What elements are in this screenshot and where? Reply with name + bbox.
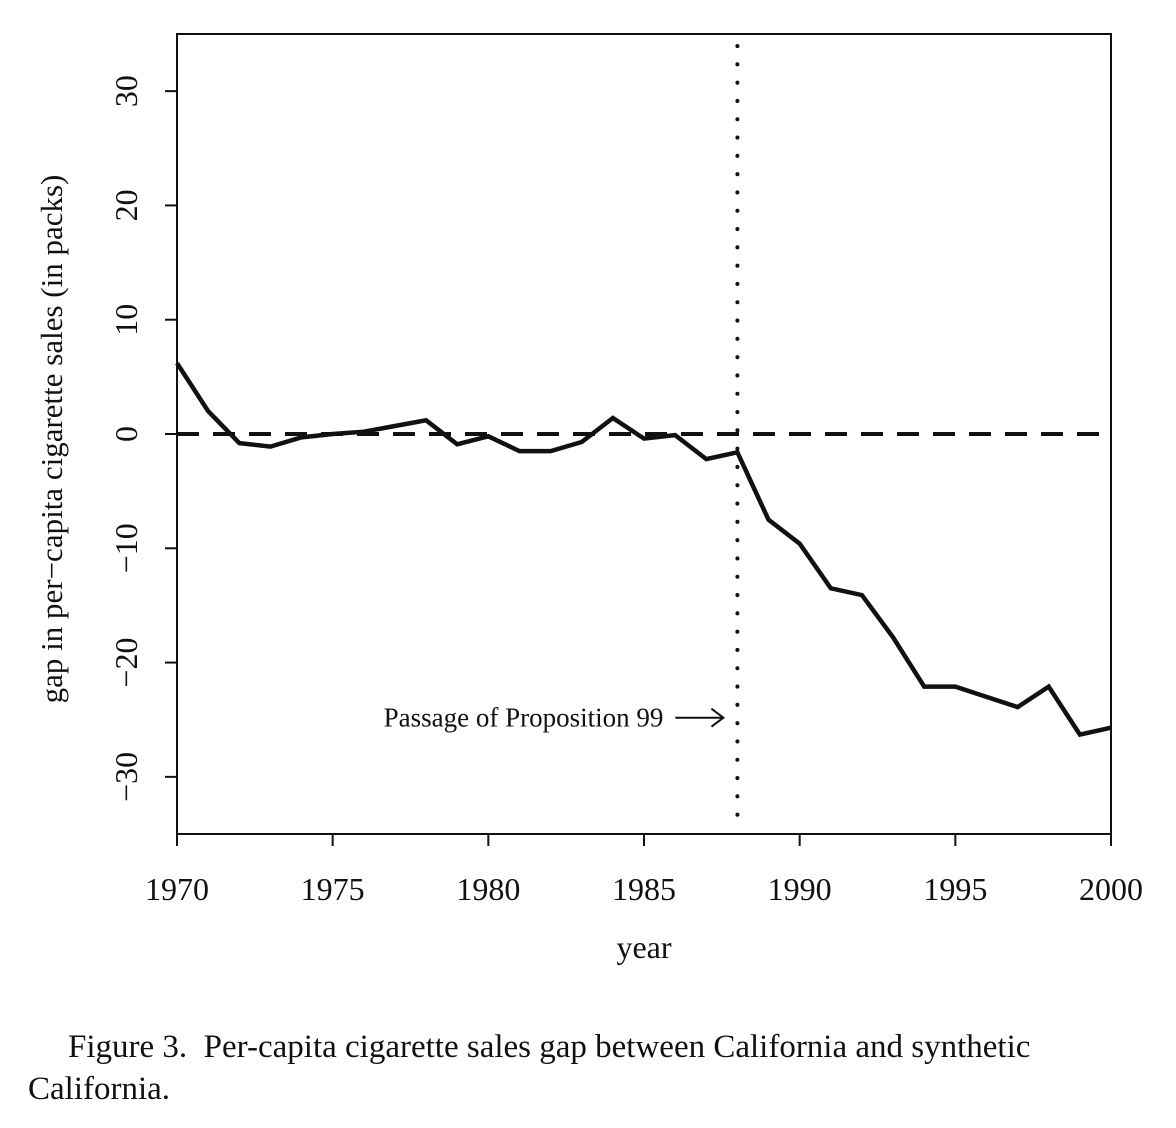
axes: 1970 1975 1980 1985 1990 1995 2000 −30 −20 −10 0 10… <box>34 33 1143 965</box>
x-axis-label: year <box>616 929 671 965</box>
series-group <box>175 361 1112 738</box>
x-tick-label: 1970 <box>145 871 209 907</box>
caption-label: Figure 3. <box>68 1029 188 1065</box>
y-tick-label: −10 <box>108 523 144 573</box>
x-tick-label: 1980 <box>456 871 520 907</box>
y-tick-label: 20 <box>108 189 144 221</box>
x-tick-label: 2000 <box>1079 871 1143 907</box>
arrow-head-icon <box>710 707 726 728</box>
y-tick-label: −30 <box>108 752 144 802</box>
series-line-gap <box>175 361 1112 738</box>
y-tick-label: −20 <box>108 638 144 688</box>
annotations: Passage of Proposition 99 <box>384 703 726 733</box>
y-tick-label: 10 <box>108 304 144 336</box>
y-tick-label: 0 <box>108 426 144 442</box>
x-tick-label: 1985 <box>612 871 676 907</box>
x-tick-label: 1990 <box>768 871 832 907</box>
x-tick-label: 1995 <box>923 871 987 907</box>
caption-text: Per-capita cigarette sales gap between C… <box>28 1029 1031 1107</box>
y-tick-label: 30 <box>108 75 144 107</box>
annotation-text: Passage of Proposition 99 <box>384 703 664 733</box>
y-axis-label: gap in per−capita cigarette sales (in pa… <box>34 175 69 704</box>
figure-caption: Figure 3. Per-capita cigarette sales gap… <box>28 1026 1158 1110</box>
chart: 1970 1975 1980 1985 1990 1995 2000 −30 −20 −10 0 10… <box>34 33 1143 965</box>
x-tick-label: 1975 <box>301 871 365 907</box>
